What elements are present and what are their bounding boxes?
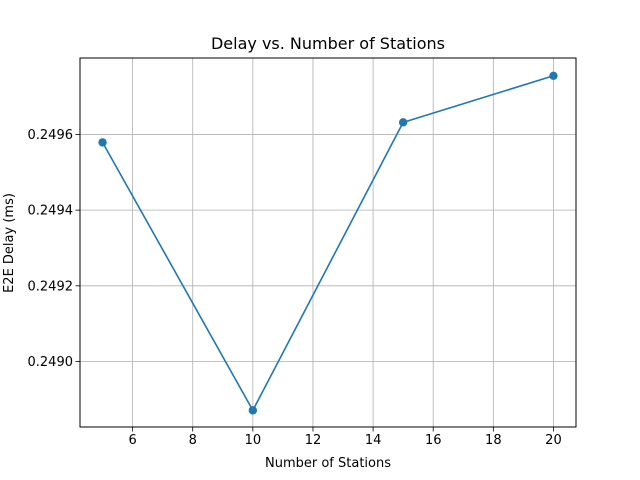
y-tick-label: 0.2492 [28, 279, 74, 294]
series-line [101, 75, 554, 412]
x-tick-label: 10 [245, 433, 262, 448]
x-tick-label: 6 [128, 433, 136, 448]
y-axis-label: E2E Delay (ms) [2, 193, 17, 293]
plot-frame [79, 57, 577, 428]
x-tick-label: 16 [425, 433, 442, 448]
data-point [248, 406, 258, 415]
y-tick-label: 0.2496 [28, 128, 74, 143]
y-axis: 0.2490 0.2492 0.2494 0.2496 [28, 128, 80, 370]
x-tick-label: 18 [485, 433, 502, 448]
y-tick-label: 0.2494 [28, 204, 74, 219]
x-tick-label: 8 [189, 433, 197, 448]
x-tick-label: 20 [545, 433, 562, 448]
series-layer [98, 71, 558, 415]
grid-lines [80, 58, 576, 427]
y-tick-label: 0.2490 [28, 355, 74, 370]
x-tick-label: 12 [305, 433, 322, 448]
chart-title: Delay vs. Number of Stations [211, 34, 445, 53]
x-axis-label: Number of Stations [265, 456, 391, 471]
data-point [398, 118, 408, 127]
data-point [98, 138, 107, 147]
data-point [549, 71, 558, 80]
x-axis: 6 8 10 12 14 16 18 20 [128, 427, 562, 448]
x-tick-label: 14 [365, 433, 382, 448]
